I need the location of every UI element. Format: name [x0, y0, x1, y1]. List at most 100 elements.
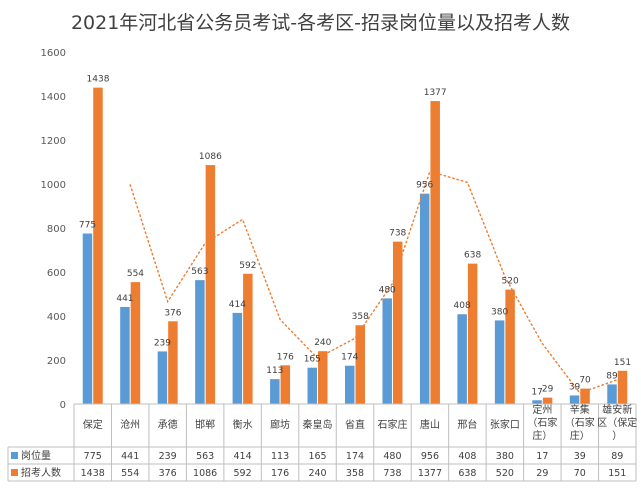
data-label: 151 [614, 358, 631, 368]
bar [457, 314, 467, 404]
category-label: 秦皇岛 [303, 418, 333, 431]
chart-title: 2021年河北省公务员考试-各考区-招录岗位量以及招考人数 [70, 12, 571, 34]
table-cell: 165 [308, 451, 326, 462]
category-label: 邢台 [457, 418, 477, 431]
table-cell: 520 [496, 468, 514, 479]
table-cell: 239 [159, 451, 177, 462]
data-labels: 775 441 239 563 414 113 165 174 480 956 408 380 17 39… [79, 75, 631, 398]
data-label: 592 [239, 261, 256, 271]
data-label: 380 [491, 307, 508, 317]
table-cell: 29 [536, 468, 548, 479]
table-cell: 956 [421, 451, 439, 462]
bar [318, 351, 328, 404]
table-cell: 638 [458, 468, 476, 479]
table-cell: 563 [196, 451, 214, 462]
table-cell: 414 [234, 451, 252, 462]
table-cell: 113 [271, 451, 289, 462]
data-label: 376 [164, 308, 181, 318]
bar [280, 365, 291, 404]
bar [505, 289, 515, 404]
legend-label: 招考人数 [21, 466, 61, 479]
bar [419, 193, 430, 404]
bar [195, 280, 205, 404]
legend-key [11, 469, 18, 476]
category-label: （石家 [527, 416, 557, 429]
y-tick-label: 400 [47, 312, 66, 323]
bar [232, 312, 243, 404]
category-label: 石家庄 [377, 418, 407, 431]
data-label: 29 [542, 385, 554, 395]
table-cell: 1377 [418, 468, 442, 479]
category-label: 唐山 [420, 418, 440, 431]
data-label: 70 [579, 376, 591, 386]
category-label: 雄安新 [602, 403, 632, 416]
table-cell: 480 [383, 451, 401, 462]
y-tick-label: 800 [47, 224, 66, 235]
trendline [129, 170, 618, 394]
data-label: 520 [502, 277, 519, 287]
legend-key [11, 452, 18, 459]
data-table: 保定 沧州 承德 邯郸 衡水 廊坊 秦皇岛 省直 石家庄 唐山 邢台 张家口定州（石家庄）辛集（石家庄… [7, 403, 637, 482]
bar [382, 298, 392, 404]
bar [532, 400, 542, 404]
category-label: 省直 [345, 418, 365, 431]
table-cell: 358 [346, 468, 364, 479]
y-tick-label: 600 [47, 268, 66, 279]
bar [430, 101, 440, 404]
data-label: 113 [266, 366, 283, 376]
table-cell: 380 [496, 451, 514, 462]
category-label: 廊坊 [270, 418, 290, 431]
table-cell: 1438 [81, 468, 105, 479]
data-label: 239 [154, 338, 171, 348]
y-tick-label: 1400 [41, 92, 66, 103]
bar [569, 395, 580, 404]
table-cell: 176 [271, 468, 289, 479]
bars [82, 87, 628, 404]
bar [243, 273, 253, 404]
table-cell: 17 [536, 451, 548, 462]
bar [467, 263, 478, 404]
y-tick-label: 1200 [41, 136, 66, 147]
data-label: 165 [304, 355, 321, 365]
table-cell: 592 [234, 468, 252, 479]
bar [355, 325, 365, 404]
legend-label: 岗位量 [21, 449, 51, 462]
category-label: 邯郸 [195, 418, 215, 431]
data-label: 17 [531, 387, 542, 397]
data-label: 358 [352, 312, 369, 322]
category-label: 衡水 [233, 419, 253, 431]
table-cell: 174 [346, 451, 364, 462]
table-cell: 89 [611, 451, 623, 462]
category-label: 庄） [570, 429, 590, 442]
bar [392, 241, 403, 404]
table-cell: 738 [383, 468, 401, 479]
data-label: 89 [606, 371, 618, 381]
bar [270, 379, 280, 404]
bar [542, 397, 553, 404]
table-cell: 408 [458, 451, 476, 462]
bar [617, 370, 628, 404]
table-cell: 554 [121, 468, 139, 479]
table-cell: 441 [121, 451, 139, 462]
data-label: 441 [116, 294, 133, 304]
data-label: 240 [314, 338, 331, 348]
category-label: 沧州 [120, 418, 140, 431]
bar [607, 384, 617, 404]
data-label: 408 [454, 301, 471, 311]
bar [157, 351, 168, 404]
data-label: 638 [464, 251, 481, 261]
data-label: 414 [229, 300, 246, 310]
y-tick-label: 200 [47, 356, 66, 367]
y-axis-ticks: 0 200 400 600 800 1000 1200 1400 1600 [41, 48, 66, 411]
category-label: 区（保定 [597, 416, 637, 429]
data-label: 956 [416, 181, 433, 191]
category-label: 辛集 [570, 403, 590, 416]
table-cell: 70 [574, 468, 586, 479]
table-cell: 39 [574, 451, 586, 462]
data-label: 563 [191, 267, 208, 277]
trendline-path [129, 170, 618, 394]
y-tick-label: 1000 [41, 180, 66, 191]
data-label: 480 [379, 285, 396, 295]
bar [168, 321, 178, 404]
